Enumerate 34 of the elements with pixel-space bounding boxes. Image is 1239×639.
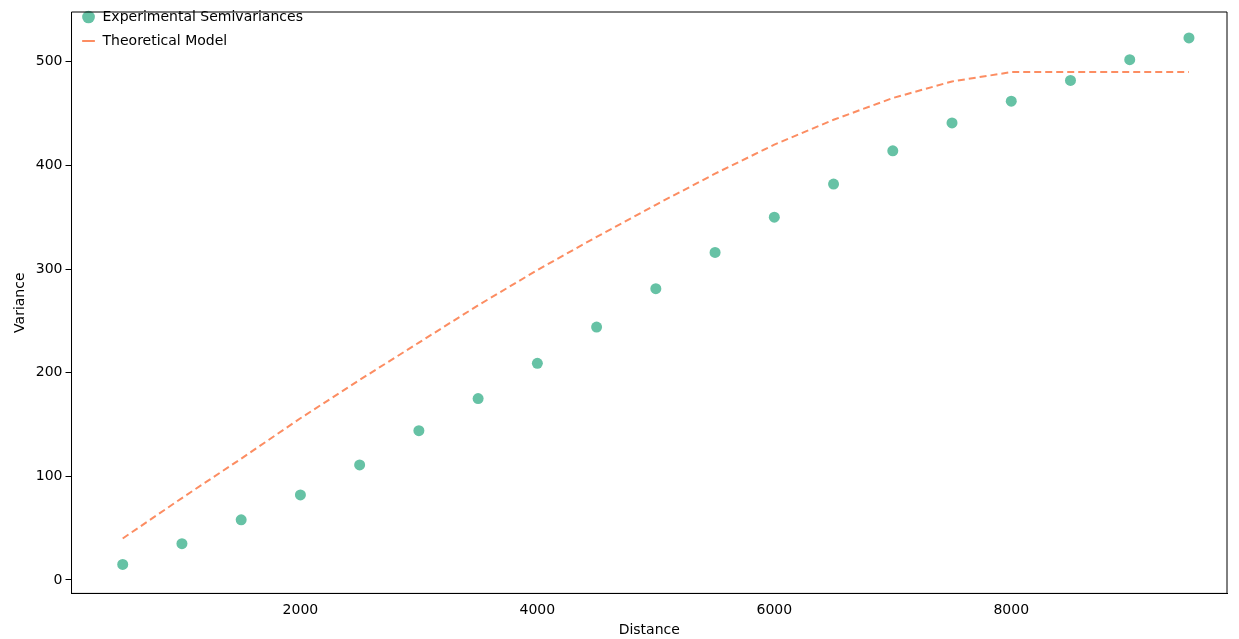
y-tick-label: 0 xyxy=(53,570,63,587)
point xyxy=(887,145,899,157)
y-tick-label: 100 xyxy=(35,466,63,483)
x-tick-label: 6000 xyxy=(756,601,793,618)
point xyxy=(768,211,780,223)
legend-label: Theoretical Model xyxy=(101,31,228,48)
point xyxy=(413,425,425,437)
point xyxy=(294,489,306,501)
x-tick-label: 8000 xyxy=(993,601,1030,618)
point xyxy=(1183,32,1195,44)
y-tick-label: 500 xyxy=(35,52,63,69)
point xyxy=(1005,95,1017,107)
legend-label: Experimental Semivariances xyxy=(102,7,303,24)
x-tick-label: 4000 xyxy=(519,601,556,618)
x-axis-title: Distance xyxy=(618,621,680,638)
point xyxy=(946,117,958,129)
point xyxy=(531,357,543,369)
x-tick-label: 2000 xyxy=(282,601,319,618)
point xyxy=(472,393,484,405)
point xyxy=(650,283,662,295)
point xyxy=(1124,54,1136,66)
point xyxy=(354,459,366,471)
point xyxy=(591,321,603,333)
point xyxy=(828,178,840,190)
y-axis-title: Variance xyxy=(11,272,28,333)
y-tick-label: 300 xyxy=(35,259,63,276)
point xyxy=(235,514,247,526)
point xyxy=(117,558,129,570)
point xyxy=(1065,74,1076,86)
line-series xyxy=(121,71,1190,540)
point xyxy=(176,538,188,550)
y-tick-label: 200 xyxy=(35,363,63,380)
point xyxy=(709,246,721,258)
y-tick-label: 400 xyxy=(35,156,63,173)
